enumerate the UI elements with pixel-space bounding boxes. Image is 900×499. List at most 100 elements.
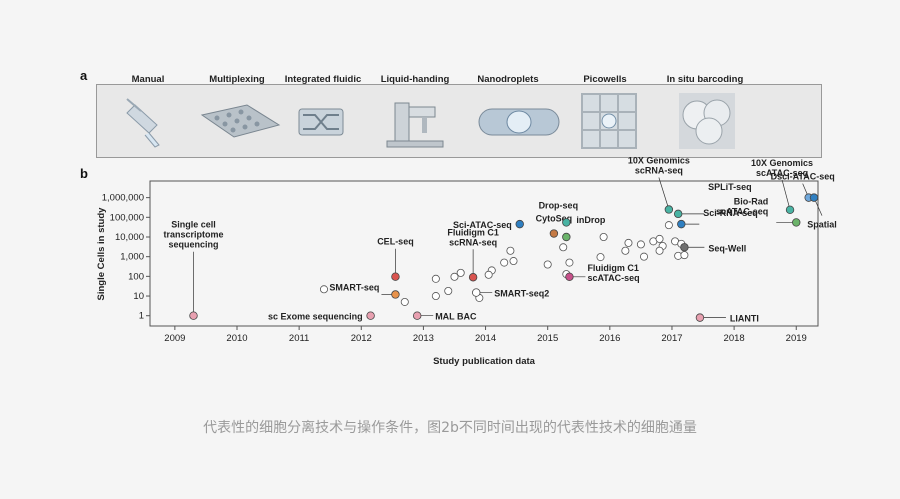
label-leader-line <box>658 177 670 210</box>
point-label: CytoSeq <box>536 214 573 224</box>
y-axis-title: Single Cells in study <box>96 207 107 301</box>
data-point <box>655 234 664 243</box>
nanodroplet-illustration <box>478 108 560 136</box>
data-points: Single cell transcriptome sequencing sc Exo… <box>163 155 836 323</box>
data-point <box>621 246 630 255</box>
data-point <box>655 246 664 255</box>
labeled-data-point <box>562 218 571 227</box>
labeled-data-point <box>809 193 819 202</box>
panel-a-label: a <box>80 68 88 83</box>
panel-b-label: b <box>80 166 88 181</box>
labeled-data-point <box>391 272 400 281</box>
point-label: Drop-seq <box>539 200 579 210</box>
point-label: 10X Genomics scRNA-seq <box>628 155 690 175</box>
multiplex-plate-illustration <box>200 104 281 138</box>
picowell-illustration <box>581 93 637 149</box>
y-tick-label: 1 <box>139 311 144 322</box>
fluidic-circuit-illustration <box>298 108 344 136</box>
point-label: sc Exome sequencing <box>268 312 363 322</box>
labeled-data-point <box>472 288 481 297</box>
point-label: LIANTI <box>730 314 759 324</box>
x-tick-label: 2011 <box>289 333 309 344</box>
y-tick-label: 1,000,000 <box>102 193 144 204</box>
y-tick-label: 100 <box>128 271 144 282</box>
x-tick-label: 2014 <box>475 333 496 344</box>
point-label: Fluidigm C1 scRNA-seq <box>447 227 499 247</box>
labeled-data-point <box>391 290 400 299</box>
data-point <box>431 274 440 283</box>
plot-frame <box>149 180 819 327</box>
data-point <box>565 258 574 267</box>
data-point <box>431 292 440 301</box>
labeled-data-point <box>664 205 674 214</box>
labeled-data-point <box>549 229 559 238</box>
tech-label-picowells: Picowells <box>583 74 627 85</box>
point-label: CEL-seq <box>377 237 414 247</box>
labeled-data-point <box>785 205 795 215</box>
point-label: Fluidigm C1 scATAC-seq <box>587 263 639 283</box>
point-label: Sci-RNA-seq <box>703 208 758 218</box>
data-point <box>506 246 515 255</box>
x-tick-label: 2019 <box>786 333 807 344</box>
x-tick-label: 2009 <box>164 333 185 344</box>
data-point <box>559 243 568 252</box>
y-tick-label: 10,000 <box>115 232 144 243</box>
data-point <box>599 232 608 241</box>
point-label: SMART-seq <box>329 282 379 292</box>
data-point <box>636 240 645 249</box>
tech-label-multiplexing: Multiplexing <box>209 74 265 85</box>
pipette-tube-illustration <box>126 98 160 148</box>
data-point <box>450 272 459 281</box>
data-point <box>664 221 673 230</box>
data-point <box>484 270 493 279</box>
point-label: MAL BAC <box>435 312 477 322</box>
data-point <box>444 287 453 296</box>
labeled-data-point <box>792 218 801 227</box>
point-label: Sci-ATAC-seq <box>453 220 512 230</box>
technology-image-strip <box>96 84 822 158</box>
tech-label-nanodroplets: Nanodroplets <box>477 74 539 85</box>
data-point <box>543 260 552 269</box>
data-point <box>624 238 633 247</box>
in-situ-barcoding-illustration <box>679 93 735 149</box>
point-label: Seq-Well <box>708 243 746 253</box>
label-leader-line <box>781 179 791 210</box>
point-label: Spatial <box>807 220 837 230</box>
labeled-data-point <box>562 232 571 242</box>
x-tick-label: 2012 <box>351 333 372 344</box>
y-tick-label: 10 <box>133 291 144 302</box>
x-tick-label: 2010 <box>226 333 247 344</box>
x-tick-label: 2017 <box>661 333 682 344</box>
labeled-data-point <box>695 313 705 322</box>
data-point <box>319 285 328 294</box>
tech-label-in-situ-barcoding: In situ barcoding <box>666 74 744 85</box>
labeled-data-point <box>515 219 524 229</box>
tech-label-manual: Manual <box>131 74 165 85</box>
x-axis-title: Study publication data <box>433 356 536 367</box>
point-label: inDrop <box>576 215 605 225</box>
data-point <box>400 297 409 306</box>
point-label: SMART-seq2 <box>494 289 549 299</box>
labeled-data-point <box>413 311 422 320</box>
labeled-data-point <box>189 311 198 320</box>
y-tick-label: 1,000 <box>120 252 144 263</box>
point-label: Bio-Rad scATAC-seq <box>716 196 768 216</box>
y-tick-label: 100,000 <box>110 212 144 223</box>
labeled-data-point <box>468 273 478 282</box>
throughput-scatter-chart: 2009 2010 2011 2012 2013 2014 2015 2016 2017 2018… <box>96 155 837 367</box>
x-tick-label: 2013 <box>413 333 434 344</box>
point-label: Single cell transcriptome sequencing <box>163 220 223 250</box>
labeled-data-point <box>677 219 686 229</box>
labeled-data-point <box>680 243 689 252</box>
x-tick-label: 2016 <box>599 333 620 344</box>
data-point <box>500 258 509 267</box>
data-point <box>596 253 605 262</box>
data-point <box>456 268 465 277</box>
point-label: Dsci-ATAC-seq <box>771 172 835 182</box>
labeled-data-point <box>565 272 574 281</box>
technology-illustrations <box>126 93 735 149</box>
robotics-illustration <box>386 102 444 148</box>
labeled-data-point <box>366 311 375 320</box>
data-point <box>640 252 649 261</box>
figure-caption: 代表性的细胞分离技术与操作条件，图2b不同时间出现的代表性技术的细胞通量 <box>203 420 697 436</box>
